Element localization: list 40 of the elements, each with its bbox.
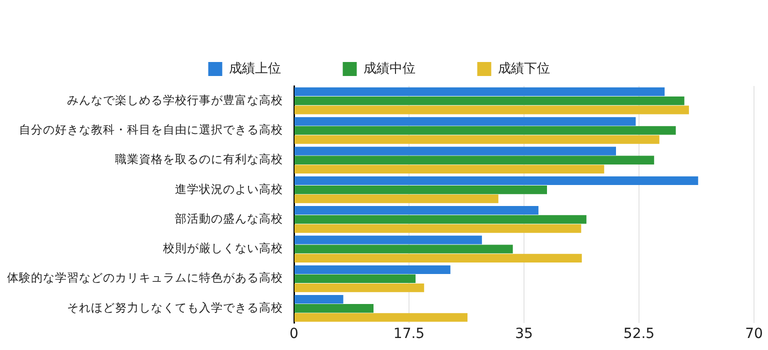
bar xyxy=(294,274,416,284)
legend-label: 成績中位 xyxy=(363,61,416,76)
bar xyxy=(294,156,654,164)
bar xyxy=(294,313,468,322)
bar xyxy=(294,135,660,144)
bar xyxy=(294,185,547,194)
bar xyxy=(294,284,424,292)
bar xyxy=(294,176,698,185)
x-tick-label: 0 xyxy=(290,326,298,342)
bar xyxy=(294,236,482,244)
y-tick-label: 体験的な学習などのカリキュラムに特色がある高校 xyxy=(7,270,283,285)
bar xyxy=(294,96,684,106)
bar xyxy=(294,206,538,215)
legend-label: 成績上位 xyxy=(228,61,281,76)
y-tick-label: みんなで楽しめる学校行事が豊富な高校 xyxy=(67,92,283,107)
bar xyxy=(294,304,374,313)
bar xyxy=(294,294,344,304)
bar xyxy=(294,106,689,114)
bar xyxy=(294,265,450,274)
y-tick-label: 自分の好きな教科・科目を自由に選択できる高校 xyxy=(19,122,283,136)
bar xyxy=(294,117,636,126)
bar xyxy=(294,126,676,135)
legend-label: 成績下位 xyxy=(498,61,550,76)
bar xyxy=(294,224,582,233)
x-tick-label: 17.5 xyxy=(393,326,425,342)
y-tick-label: それほど努力しなくても入学できる高校 xyxy=(67,300,283,314)
x-tick-label: 35 xyxy=(515,326,533,342)
x-tick-label: 70 xyxy=(745,326,763,342)
bar xyxy=(294,87,665,96)
bar xyxy=(294,244,513,254)
y-tick-label: 進学状況のよい高校 xyxy=(175,182,283,196)
y-tick-label: 校則が厳しくない高校 xyxy=(162,241,283,256)
bar xyxy=(294,164,604,174)
x-tick-label: 52.5 xyxy=(623,326,655,342)
bar xyxy=(294,194,498,204)
bar xyxy=(294,146,616,156)
bar xyxy=(294,215,586,224)
y-tick-label: 部活動の盛んな高校 xyxy=(175,211,283,226)
bar xyxy=(294,254,582,262)
y-tick-label: 職業資格を取るのに有利な高校 xyxy=(115,152,283,166)
